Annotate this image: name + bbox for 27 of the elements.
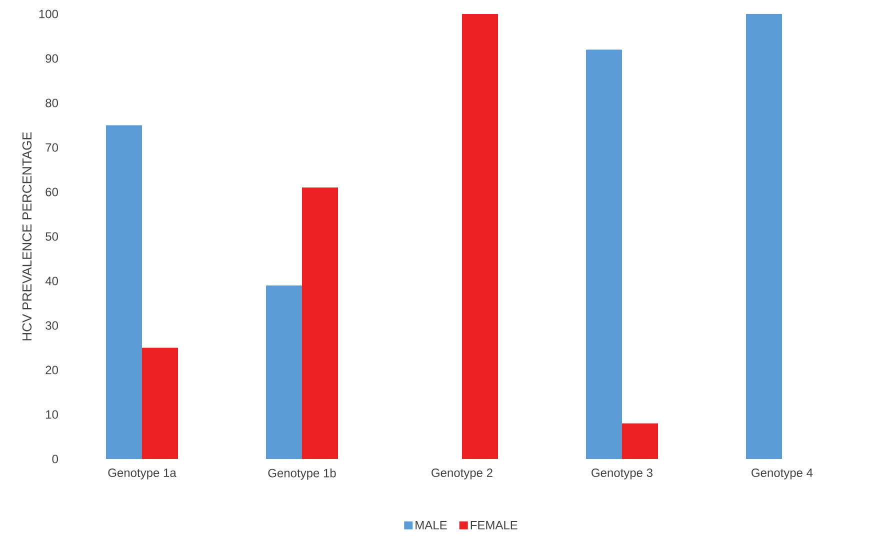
bar xyxy=(302,188,338,459)
bar xyxy=(586,50,622,459)
x-tick-label: Genotype 2 xyxy=(432,468,492,480)
y-axis-title: HCV PREVALENCE PERCENTAGE xyxy=(22,132,32,340)
bar xyxy=(746,14,782,459)
y-tick-label: 0 xyxy=(52,454,58,464)
x-tick-label: Genotype 1a xyxy=(108,468,176,480)
y-tick-label: 60 xyxy=(46,188,58,196)
legend-label: MALE xyxy=(416,521,447,530)
y-tick-label: 90 xyxy=(46,54,58,63)
bar xyxy=(462,14,498,459)
y-tick-label: 10 xyxy=(46,410,58,419)
bar xyxy=(106,125,142,459)
x-tick-label: Genotype 1b xyxy=(268,468,336,480)
y-tick-label: 70 xyxy=(46,143,58,152)
bar xyxy=(622,423,658,459)
legend-label: FEMALE xyxy=(470,521,518,530)
y-tick-label: 80 xyxy=(46,98,58,108)
y-tick-label: 40 xyxy=(45,276,58,286)
y-tick-label: 30 xyxy=(46,321,58,330)
y-tick-label: 20 xyxy=(46,366,58,374)
x-tick-label: Genotype 3 xyxy=(592,468,652,480)
bar xyxy=(142,348,178,459)
y-tick-label: 50 xyxy=(46,232,58,241)
y-tick-label: 100 xyxy=(39,10,58,18)
bar xyxy=(266,285,302,459)
x-tick-label: Genotype 4 xyxy=(752,468,813,480)
